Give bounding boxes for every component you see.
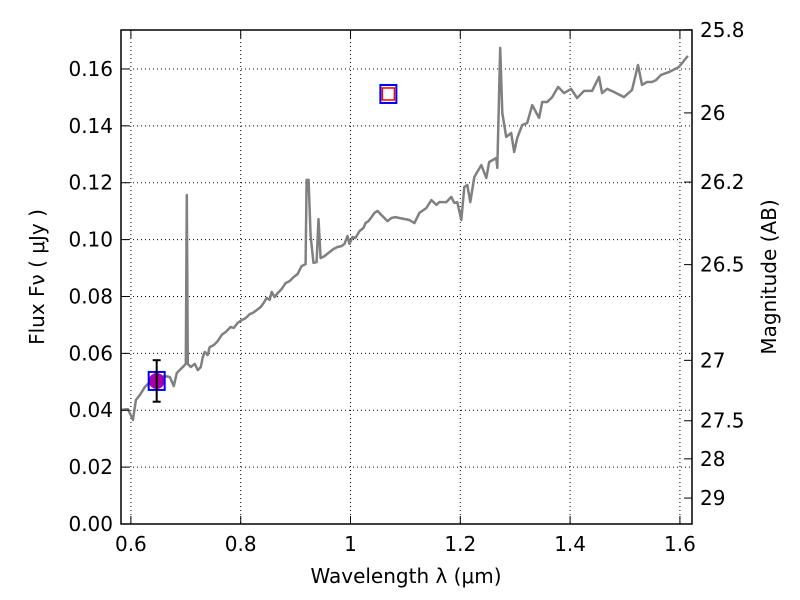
y-tick-label: 0.06 xyxy=(68,341,113,365)
photometry-square xyxy=(379,83,398,104)
axis-ticks: 0.6 0.8 1 1.2 1.4 1.6 0.00 0.02 0.04 0.06 0.08 0.10… xyxy=(68,18,744,556)
y-tick-label: 0.00 xyxy=(68,512,113,536)
grid xyxy=(121,30,692,525)
right-y-tick-label: 29 xyxy=(700,486,725,510)
y-tick-label: 0.08 xyxy=(68,284,113,308)
right-y-tick-label: 26 xyxy=(700,101,725,125)
plot-markers xyxy=(147,83,398,403)
x-tick-label: 0.6 xyxy=(115,532,147,556)
y-tick-label: 0.02 xyxy=(68,455,113,479)
right-y-axis-label: Magnitude (AB) xyxy=(757,199,781,354)
right-y-tick-label: 27.5 xyxy=(700,409,745,433)
x-axis-label: Wavelength λ (μm) xyxy=(310,564,501,588)
y-tick-label: 0.12 xyxy=(68,171,113,195)
right-y-tick-label: 25.8 xyxy=(700,18,745,42)
plot-frame xyxy=(120,29,693,525)
spectrum-line xyxy=(120,46,689,422)
x-tick-label: 1.6 xyxy=(664,532,696,556)
plot-lines xyxy=(120,46,689,422)
right-y-tick-label: 26.2 xyxy=(700,170,745,194)
right-y-tick-label: 26.5 xyxy=(700,253,745,277)
y-tick-label: 0.10 xyxy=(68,228,113,252)
y-tick-label: 0.16 xyxy=(68,57,113,81)
photometry-inner-square xyxy=(381,87,396,101)
y-tick-label: 0.14 xyxy=(68,114,113,138)
x-tick-label: 1 xyxy=(344,532,357,556)
y-axis-label: Flux Fν ( μJy ) xyxy=(25,209,49,345)
x-tick-label: 1.4 xyxy=(554,532,586,556)
y-tick-label: 0.04 xyxy=(68,398,113,422)
x-tick-label: 0.8 xyxy=(225,532,257,556)
right-y-tick-label: 28 xyxy=(700,447,725,471)
right-y-tick-label: 27 xyxy=(700,348,725,372)
x-tick-label: 1.2 xyxy=(444,532,476,556)
